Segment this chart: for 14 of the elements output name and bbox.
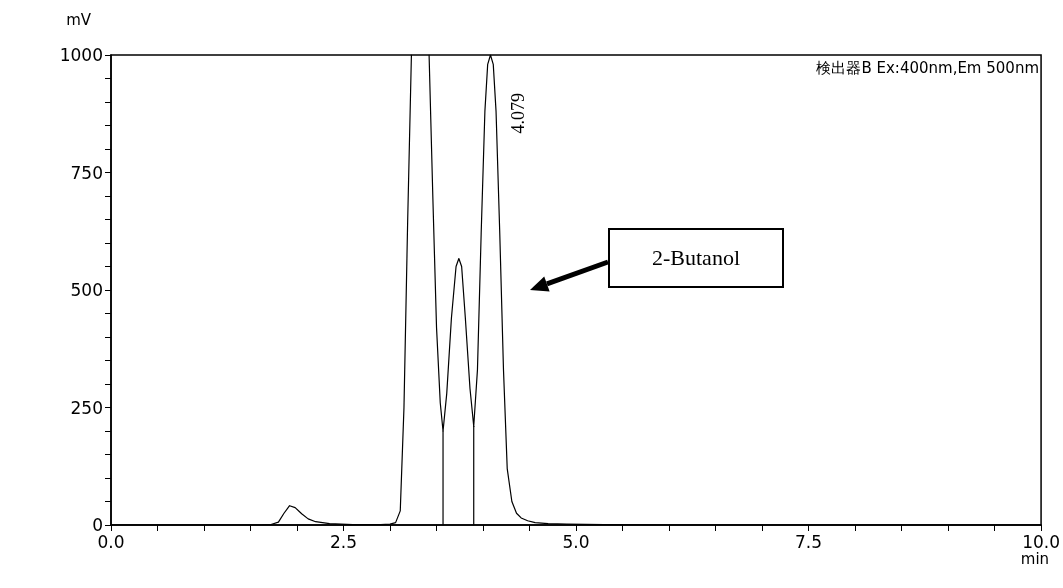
text-box: 2-Butanol	[608, 228, 784, 288]
x-tick-label: 7.5	[795, 531, 823, 552]
annotation: 検出器B Ex:400nm,Em 500nm	[816, 58, 1039, 77]
x-tick-label: 5.0	[562, 531, 590, 552]
annotation: 4.079	[508, 93, 529, 134]
y-tick-label: 1000	[59, 45, 103, 65]
y-axis-title: mV	[66, 10, 92, 29]
x-axis-title: min	[1020, 549, 1050, 568]
y-tick-label: 750	[70, 162, 103, 183]
y-tick-label: 250	[70, 397, 103, 418]
annotation: 2-Butanol	[652, 245, 740, 271]
y-tick-label: 500	[70, 280, 103, 300]
x-tick-label: 10.0	[1022, 531, 1060, 552]
x-tick-label: 2.5	[330, 531, 358, 552]
